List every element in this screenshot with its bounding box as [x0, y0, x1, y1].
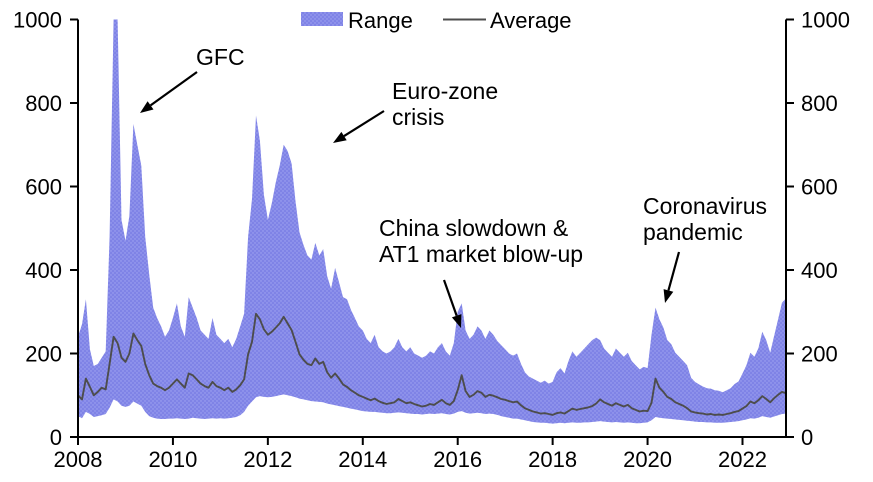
- y-tick-label-right: 1000: [801, 8, 850, 33]
- annotation-arrowhead-2: [451, 314, 462, 328]
- y-tick-label-left: 800: [25, 91, 62, 116]
- y-tick-label-right: 200: [801, 342, 838, 367]
- annotation-text-3: Coronavirus pandemic: [643, 193, 767, 245]
- average-line: [77, 312, 787, 416]
- y-axis-labels-left: 0 200 400 600 800 1000: [13, 8, 62, 451]
- annotation-arrow-3: [667, 251, 681, 291]
- annotation-arrow-2: [442, 279, 458, 317]
- legend: Range Average: [301, 8, 572, 33]
- y-tick-label-right: 600: [801, 175, 838, 200]
- y-axis-labels-right: 0 200 400 600 800 1000: [801, 8, 850, 451]
- x-tick-label: 2018: [528, 447, 577, 472]
- x-tick-label: 2008: [54, 447, 103, 472]
- y-tick-label-right: 0: [801, 425, 813, 450]
- annotation-arrow-1: [343, 110, 385, 138]
- legend-average-label: Average: [490, 8, 572, 33]
- annotation-arrow-0: [149, 71, 198, 107]
- y-tick-label-left: 200: [25, 342, 62, 367]
- annotation-text-0: GFC: [196, 44, 245, 70]
- x-axis-labels: 2008 2010 2012 2014 2016 2018 2020 2022: [54, 447, 767, 472]
- annotation-arrowhead-3: [663, 289, 674, 303]
- annotations: GFC Euro-zone crisis China slowdown & AT1 ma…: [140, 44, 767, 328]
- axes: [70, 18, 794, 445]
- x-tick-label: 2016: [433, 447, 482, 472]
- y-tick-label-right: 400: [801, 258, 838, 283]
- x-tick-label: 2022: [718, 447, 767, 472]
- annotation-text-2: China slowdown & AT1 market blow-up: [379, 215, 583, 267]
- x-tick-label: 2014: [338, 447, 387, 472]
- legend-range-swatch: [301, 12, 343, 26]
- y-tick-label-left: 600: [25, 175, 62, 200]
- x-tick-label: 2020: [623, 447, 672, 472]
- annotation-text-1: Euro-zone crisis: [392, 78, 498, 130]
- annotation-arrowhead-0: [140, 101, 154, 113]
- y-tick-label-left: 0: [50, 425, 62, 450]
- y-tick-label-left: 400: [25, 258, 62, 283]
- x-tick-label: 2012: [243, 447, 292, 472]
- annotation-arrowhead-1: [333, 131, 347, 143]
- y-tick-label-left: 1000: [13, 8, 62, 33]
- legend-range-label: Range: [348, 8, 413, 33]
- y-tick-label-right: 800: [801, 91, 838, 116]
- x-tick-label: 2010: [148, 447, 197, 472]
